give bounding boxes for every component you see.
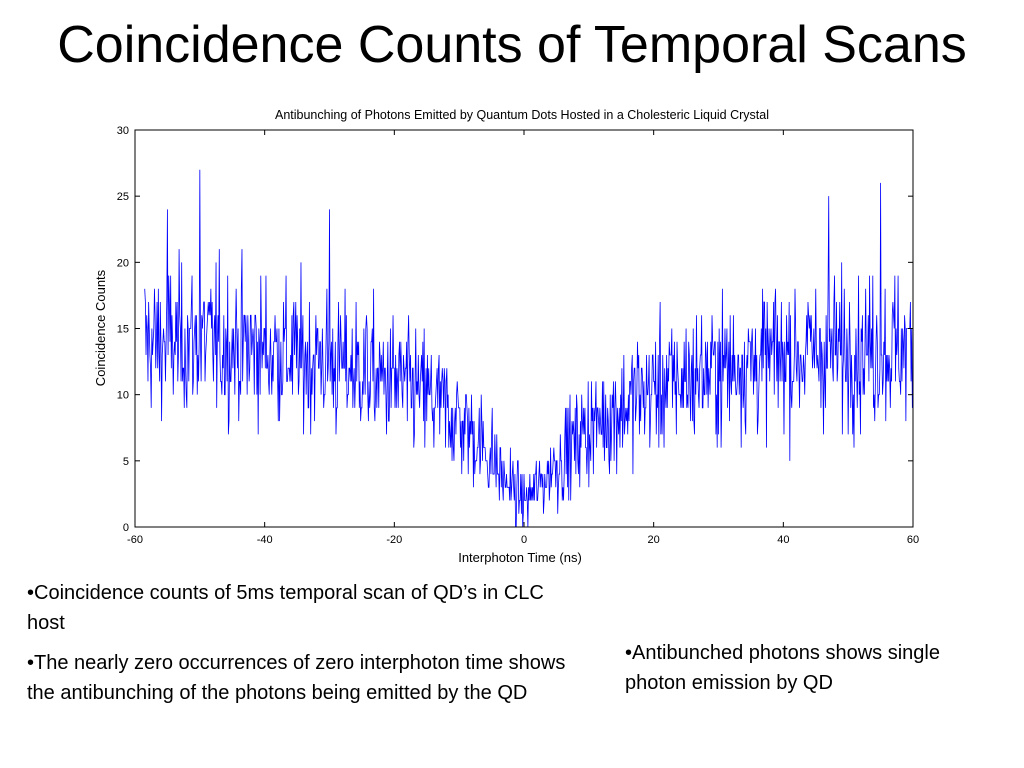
- y-tick-label: 25: [117, 191, 129, 203]
- series-line: [144, 169, 913, 528]
- x-tick-label: 60: [907, 534, 919, 546]
- x-tick-label: 40: [777, 534, 789, 546]
- y-tick-label: 5: [123, 456, 129, 468]
- x-tick-label: -40: [257, 534, 273, 546]
- y-tick-label: 15: [117, 324, 129, 336]
- bullet-item: •Coincidence counts of 5ms temporal scan…: [27, 582, 544, 634]
- x-axis-label: Interphoton Time (ns): [458, 550, 582, 565]
- y-axis-label: Coincidence Counts: [93, 269, 108, 386]
- plot-frame: [134, 129, 914, 528]
- bullet-item: •Antibunched photons shows single photon…: [625, 642, 940, 694]
- left-bullet-list: •Coincidence counts of 5ms temporal scan…: [27, 578, 587, 718]
- x-tick-label: -60: [127, 534, 143, 546]
- y-tick-label: 10: [117, 390, 129, 402]
- y-tick-label: 0: [123, 522, 129, 534]
- axes: -60 -40 -20 0 20 40 60 0 5 10 15 20 25 30: [117, 125, 919, 546]
- x-tick-label: -20: [386, 534, 402, 546]
- page-title: Coincidence Counts of Temporal Scans: [57, 16, 967, 74]
- bullet-item: •The nearly zero occurrences of zero int…: [27, 652, 566, 704]
- plot-area: [144, 169, 913, 528]
- right-bullet-list: •Antibunched photons shows single photon…: [625, 638, 1005, 708]
- chart-title: Antibunching of Photons Emitted by Quant…: [275, 108, 769, 122]
- x-tick-label: 20: [648, 534, 660, 546]
- y-tick-label: 20: [117, 257, 129, 269]
- y-tick-label: 30: [117, 125, 129, 137]
- x-tick-label: 0: [521, 534, 527, 546]
